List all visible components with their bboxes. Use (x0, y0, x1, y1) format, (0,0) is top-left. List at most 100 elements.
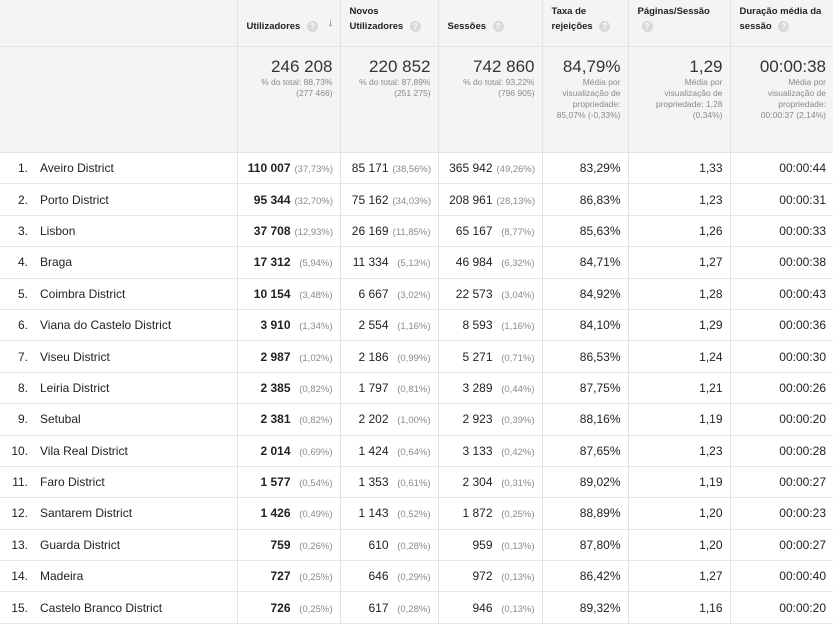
avg-duration-cell: 00:00:27 (730, 529, 833, 562)
header-sessions[interactable]: Sessões ? (438, 0, 543, 47)
row-index: 12. (11, 506, 28, 521)
row-index: 8. (17, 380, 28, 395)
total-note: visualização de (767, 88, 826, 98)
avg-duration-cell: 00:00:28 (730, 435, 833, 467)
total-bounce-rate: 84,79% Média por visualização de proprie… (542, 46, 629, 153)
users-cell: 95 344 (32,70%) (237, 183, 341, 216)
help-icon[interactable]: ? (599, 20, 611, 32)
region-cell[interactable]: 12. Santarem District (0, 497, 238, 530)
header-bounce-rate[interactable]: Taxa de rejeições ? (542, 0, 629, 47)
total-sessions: 742 860 % do total: 93,22% (796 905) (438, 46, 543, 153)
table-row[interactable]: 14. Madeira 727 (0,25%) 646 (0,29%) 972 (0,13%)… (0, 560, 833, 593)
region-link[interactable]: Porto District (40, 192, 109, 207)
region-link[interactable]: Guarda District (40, 537, 121, 552)
region-cell[interactable]: 6. Viana do Castelo District (0, 309, 238, 342)
table-row[interactable]: 11. Faro District 1 577 (0,54%) 1 353 (0,61%)… (0, 466, 833, 499)
total-note: 85,07% (-0,33%) (556, 110, 621, 120)
new-users-cell: 75 162 (34,03%) (340, 183, 439, 216)
help-icon[interactable]: ? (492, 20, 504, 32)
region-cell[interactable]: 10. Vila Real District (0, 435, 238, 467)
sessions-cell: 22 573 (3,04%) (438, 278, 543, 310)
region-link[interactable]: Lisbon (40, 223, 76, 238)
header-pages-per-session[interactable]: Páginas/Sessão ? (628, 0, 731, 47)
table-row[interactable]: 8. Leiria District 2 385 (0,82%) 1 797 (0,81%… (0, 372, 833, 405)
table-row[interactable]: 15. Castelo Branco District 726 (0,25%) 617 (… (0, 591, 833, 624)
help-icon[interactable]: ? (410, 20, 421, 32)
new-users-percent: (1,16%) (397, 321, 431, 333)
new-users-cell: 6 667 (3,02%) (340, 278, 439, 310)
bounce-rate-cell: 87,65% (542, 435, 629, 467)
table-row[interactable]: 13. Guarda District 759 (0,26%) 610 (0,28%) 95… (0, 529, 833, 562)
region-link[interactable]: Braga (40, 255, 73, 270)
region-link[interactable]: Castelo Branco District (40, 600, 163, 615)
sessions-value: 46 984 (455, 255, 493, 270)
header-new-users[interactable]: Novos Utilizadores ? (340, 0, 439, 47)
table-row[interactable]: 6. Viana do Castelo District 3 910 (1,34%) 2… (0, 309, 833, 342)
total-note: Média por (788, 77, 826, 87)
region-cell[interactable]: 1. Aveiro District (0, 152, 238, 185)
users-percent: (0,82%) (299, 383, 333, 395)
help-icon[interactable]: ? (307, 20, 318, 32)
table-row[interactable]: 10. Vila Real District 2 014 (0,69%) 1 424 (0… (0, 435, 833, 467)
users-cell: 3 910 (1,34%) (237, 309, 341, 342)
region-link[interactable]: Viseu District (40, 349, 110, 364)
region-cell[interactable]: 7. Viseu District (0, 340, 238, 373)
help-icon[interactable]: ? (641, 20, 653, 32)
table-row[interactable]: 3. Lisbon 37 708 (12,93%) 26 169 (11,85%) 65 1… (0, 215, 833, 248)
region-link[interactable]: Aveiro District (40, 161, 114, 176)
table-row[interactable]: 9. Setubal 2 381 (0,82%) 2 202 (1,00%) 2 923 (0… (0, 403, 833, 436)
users-value: 110 007 (247, 161, 291, 176)
pages-per-session-cell: 1,28 (628, 278, 731, 310)
avg-duration-cell: 00:00:40 (730, 560, 833, 593)
sessions-value: 959 (472, 537, 493, 552)
region-cell[interactable]: 8. Leiria District (0, 372, 238, 405)
new-users-percent: (0,52%) (397, 509, 431, 521)
table-row[interactable]: 12. Santarem District 1 426 (0,49%) 1 143 (0,… (0, 497, 833, 530)
header-avg-session-duration[interactable]: Duração média da sessão ? (730, 0, 833, 47)
region-link[interactable]: Leiria District (40, 380, 110, 395)
region-cell[interactable]: 9. Setubal (0, 403, 238, 436)
region-cell[interactable]: 15. Castelo Branco District (0, 591, 238, 624)
region-link[interactable]: Vila Real District (40, 443, 128, 458)
header-users[interactable]: Utilizadores ? ↓ (237, 0, 341, 47)
table-row[interactable]: 2. Porto District 95 344 (32,70%) 75 162 (34,… (0, 183, 833, 216)
region-link[interactable]: Setubal (40, 412, 81, 427)
sort-descending-icon[interactable]: ↓ (327, 15, 334, 29)
row-index: 6. (17, 318, 28, 333)
region-cell[interactable]: 13. Guarda District (0, 529, 238, 562)
help-icon[interactable]: ? (778, 20, 790, 32)
region-cell[interactable]: 2. Porto District (0, 183, 238, 216)
sessions-cell: 2 923 (0,39%) (438, 403, 543, 436)
pages-per-session-cell: 1,23 (628, 183, 731, 216)
users-percent: (3,48%) (299, 289, 333, 301)
new-users-cell: 11 334 (5,13%) (340, 246, 439, 279)
sessions-cell: 365 942 (49,26%) (438, 152, 543, 185)
sessions-percent: (0,31%) (501, 478, 535, 490)
avg-duration-cell: 00:00:31 (730, 183, 833, 216)
total-value: 742 860 (473, 57, 535, 76)
header-label: Páginas/Sessão (637, 6, 710, 17)
region-link[interactable]: Coimbra District (40, 286, 126, 301)
sessions-value: 8 593 (462, 318, 493, 333)
region-cell[interactable]: 3. Lisbon (0, 215, 238, 248)
table-row[interactable]: 7. Viseu District 2 987 (1,02%) 2 186 (0,99%)… (0, 340, 833, 373)
region-link[interactable]: Faro District (40, 475, 105, 490)
users-cell: 2 987 (1,02%) (237, 340, 341, 373)
bounce-rate-cell: 87,75% (542, 372, 629, 405)
region-link[interactable]: Madeira (40, 569, 84, 584)
region-cell[interactable]: 4. Braga (0, 246, 238, 279)
sessions-cell: 65 167 (8,77%) (438, 215, 543, 248)
row-index: 14. (11, 569, 28, 584)
region-cell[interactable]: 5. Coimbra District (0, 278, 238, 310)
table-row[interactable]: 1. Aveiro District 110 007 (37,73%) 85 171 (3… (0, 152, 833, 185)
region-link[interactable]: Viana do Castelo District (40, 318, 172, 333)
avg-duration-cell: 00:00:20 (730, 591, 833, 624)
region-link[interactable]: Santarem District (40, 506, 133, 521)
region-cell[interactable]: 11. Faro District (0, 466, 238, 499)
sessions-value: 3 289 (462, 380, 493, 395)
table-row[interactable]: 4. Braga 17 312 (5,94%) 11 334 (5,13%) 46 984 (… (0, 246, 833, 279)
table-row[interactable]: 5. Coimbra District 10 154 (3,48%) 6 667 (3,0… (0, 278, 833, 310)
region-cell[interactable]: 14. Madeira (0, 560, 238, 593)
pages-per-session-cell: 1,19 (628, 466, 731, 499)
sessions-cell: 46 984 (6,32%) (438, 246, 543, 279)
